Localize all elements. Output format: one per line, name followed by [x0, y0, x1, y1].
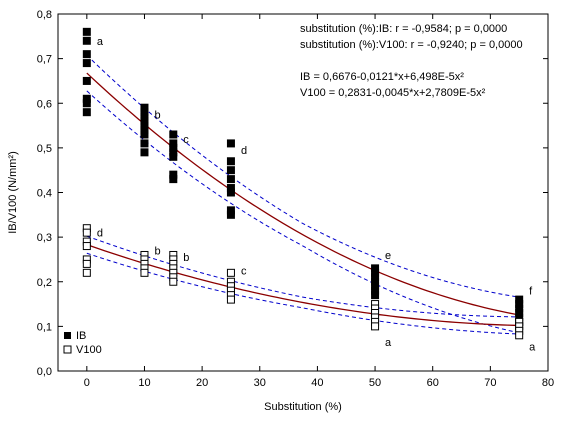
x-tick-label: 70 — [484, 377, 496, 389]
data-point-ib — [226, 157, 235, 166]
group-label: d — [97, 228, 103, 240]
y-tick-label: 0,3 — [37, 232, 52, 244]
data-point-v100 — [169, 277, 178, 286]
legend-label-v100: V100 — [76, 344, 102, 356]
legend: IB V100 — [63, 330, 102, 356]
data-point-v100 — [82, 242, 91, 251]
x-tick-label: 80 — [542, 377, 554, 389]
data-point-ib — [169, 175, 178, 184]
y-tick-label: 0,1 — [37, 321, 52, 333]
x-tick-label: 30 — [254, 377, 266, 389]
group-labels: a b c d e f d b b c a a — [97, 36, 536, 354]
y-tick-label: 0,7 — [37, 54, 52, 66]
y-tick-label: 0,5 — [37, 143, 52, 155]
annotation-equation-v100: V100 = 0,2831-0,0045*x+2,7809E-5x² — [300, 87, 486, 99]
annotation-correlation-v100: substitution (%):V100: r = -0,9240; p = … — [300, 39, 523, 51]
data-point-v100 — [371, 322, 380, 331]
group-label: a — [385, 337, 392, 349]
y-tick-label: 0,2 — [37, 277, 52, 289]
data-point-ib — [82, 59, 91, 68]
annotation-correlation-ib: substitution (%):IB: r = -0,9584; p = 0,… — [300, 23, 507, 35]
x-tick-label: 60 — [427, 377, 439, 389]
data-points — [82, 27, 524, 340]
group-label: b — [154, 246, 160, 258]
group-label: b — [154, 109, 160, 121]
x-tick-label: 40 — [311, 377, 323, 389]
data-point-v100 — [82, 228, 91, 237]
legend-label-ib: IB — [76, 330, 86, 342]
legend-marker-v100 — [63, 345, 72, 354]
group-label: c — [241, 266, 247, 278]
y-tick-label: 0,8 — [37, 9, 52, 21]
regression-curve-ib — [86, 72, 520, 316]
data-point-ib — [226, 188, 235, 197]
data-point-ib — [82, 76, 91, 85]
confidence-band-ib-upper — [86, 54, 520, 298]
group-label: b — [183, 252, 189, 264]
y-tick-label: 0,4 — [37, 188, 52, 200]
x-tick-label: 20 — [196, 377, 208, 389]
annotation-equation-ib: IB = 0,6676-0,0121*x+6,498E-5x² — [300, 71, 464, 83]
data-point-ib — [82, 108, 91, 117]
data-point-v100 — [82, 268, 91, 277]
x-tick-label: 50 — [369, 377, 381, 389]
confidence-band-ib-lower — [86, 90, 520, 334]
group-label: e — [385, 250, 391, 262]
data-point-ib — [371, 291, 380, 300]
data-point-ib — [226, 139, 235, 148]
data-point-ib — [226, 166, 235, 175]
data-point-v100 — [82, 259, 91, 268]
y-ticks: 0,0 0,1 0,2 0,3 0,4 0,5 0,6 0,7 0,8 — [37, 9, 548, 378]
data-point-ib — [169, 130, 178, 139]
plot-frame — [57, 13, 549, 372]
confidence-bands — [86, 54, 520, 335]
x-tick-label: 10 — [138, 377, 150, 389]
y-tick-label: 0,6 — [37, 98, 52, 110]
regression-curves — [86, 72, 520, 327]
y-tick-label: 0,0 — [37, 366, 52, 378]
x-ticks: 0 10 20 30 40 50 60 70 80 — [84, 14, 554, 389]
data-point-ib — [226, 175, 235, 184]
group-label: d — [241, 145, 247, 157]
group-label: a — [529, 341, 536, 353]
data-point-ib — [82, 27, 91, 36]
data-point-v100 — [140, 268, 149, 277]
group-label: c — [183, 134, 189, 146]
data-point-v100 — [226, 268, 235, 277]
data-point-ib — [169, 152, 178, 161]
group-label: a — [97, 36, 104, 48]
data-point-ib — [140, 130, 149, 139]
data-point-ib — [82, 36, 91, 45]
data-point-ib — [140, 148, 149, 157]
x-tick-label: 0 — [84, 377, 90, 389]
axes — [57, 13, 549, 372]
confidence-band-v100-upper — [86, 235, 520, 318]
data-point-v100 — [515, 331, 524, 340]
data-point-ib — [82, 99, 91, 108]
data-point-v100 — [226, 295, 235, 304]
data-point-ib — [82, 50, 91, 59]
data-point-ib — [140, 139, 149, 148]
group-label: f — [529, 286, 533, 298]
x-axis-title: Substitution (%) — [264, 401, 342, 413]
y-axis-title: IB/V100 (N/mm²) — [7, 151, 19, 234]
legend-marker-ib — [64, 332, 71, 339]
data-point-ib — [226, 210, 235, 219]
regression-curve-v100 — [86, 244, 520, 327]
